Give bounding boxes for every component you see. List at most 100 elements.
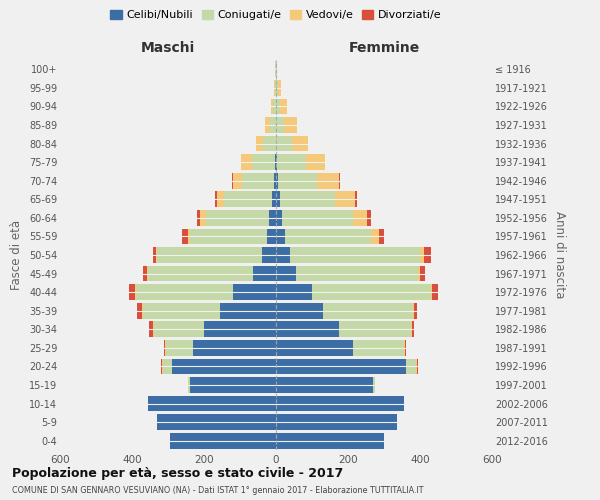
Bar	[148, 396, 276, 411]
Bar	[276, 210, 283, 226]
Bar	[156, 247, 157, 263]
Bar	[420, 247, 424, 263]
Bar	[278, 80, 281, 96]
Bar	[276, 98, 280, 114]
Bar	[232, 173, 233, 188]
Bar	[188, 377, 190, 393]
Bar	[355, 192, 357, 207]
Bar	[271, 98, 273, 114]
Bar	[170, 433, 276, 448]
Bar	[215, 192, 217, 207]
Bar	[274, 173, 276, 188]
Bar	[217, 192, 224, 207]
Bar	[148, 266, 253, 281]
Bar	[416, 358, 417, 374]
Bar	[276, 284, 312, 300]
Bar	[193, 340, 276, 356]
Bar	[149, 322, 153, 337]
Text: Popolazione per età, sesso e stato civile - 2017: Popolazione per età, sesso e stato civil…	[12, 468, 343, 480]
Bar	[274, 80, 275, 96]
Bar	[252, 154, 275, 170]
Bar	[182, 228, 188, 244]
Bar	[152, 247, 156, 263]
Bar	[276, 358, 406, 374]
Bar	[312, 284, 431, 300]
Bar	[153, 322, 154, 337]
Bar	[296, 266, 418, 281]
Bar	[276, 396, 404, 411]
Bar	[161, 358, 162, 374]
Bar	[224, 192, 272, 207]
Bar	[276, 377, 373, 393]
Y-axis label: Anni di nascita: Anni di nascita	[553, 212, 566, 298]
Bar	[206, 210, 269, 226]
Bar	[373, 377, 375, 393]
Bar	[154, 322, 204, 337]
Bar	[276, 266, 296, 281]
Bar	[276, 247, 290, 263]
Bar	[275, 62, 276, 77]
Bar	[188, 228, 190, 244]
Bar	[269, 117, 276, 133]
Bar	[367, 210, 371, 226]
Bar	[157, 247, 262, 263]
Bar	[143, 266, 148, 281]
Bar	[353, 210, 367, 226]
Bar	[276, 136, 292, 152]
Bar	[413, 303, 417, 318]
Bar	[190, 377, 276, 393]
Bar	[317, 173, 339, 188]
Bar	[262, 247, 276, 263]
Y-axis label: Fasce di età: Fasce di età	[10, 220, 23, 290]
Bar	[256, 136, 263, 152]
Bar	[276, 228, 285, 244]
Bar	[323, 303, 413, 318]
Bar	[353, 340, 404, 356]
Bar	[431, 284, 432, 300]
Bar	[276, 414, 397, 430]
Bar	[276, 433, 384, 448]
Bar	[276, 192, 280, 207]
Bar	[267, 228, 276, 244]
Bar	[142, 303, 143, 318]
Bar	[417, 358, 418, 374]
Bar	[276, 340, 353, 356]
Bar	[277, 154, 305, 170]
Bar	[335, 192, 355, 207]
Bar	[263, 136, 276, 152]
Bar	[283, 210, 353, 226]
Bar	[166, 340, 193, 356]
Bar	[163, 358, 172, 374]
Bar	[273, 98, 276, 114]
Bar	[197, 210, 200, 226]
Bar	[285, 228, 371, 244]
Bar	[220, 303, 276, 318]
Bar	[157, 414, 276, 430]
Legend: Celibi/Nubili, Coniugati/e, Vedovi/e, Divorziati/e: Celibi/Nubili, Coniugati/e, Vedovi/e, Di…	[106, 6, 446, 25]
Bar	[284, 117, 296, 133]
Bar	[339, 322, 411, 337]
Bar	[276, 62, 277, 77]
Bar	[371, 228, 379, 244]
Bar	[135, 284, 136, 300]
Bar	[276, 303, 323, 318]
Text: Maschi: Maschi	[141, 41, 195, 55]
Bar	[164, 340, 166, 356]
Bar	[339, 173, 340, 188]
Bar	[276, 117, 284, 133]
Bar	[269, 210, 276, 226]
Bar	[276, 322, 339, 337]
Bar	[432, 284, 439, 300]
Bar	[241, 154, 252, 170]
Bar	[200, 210, 206, 226]
Bar	[162, 358, 163, 374]
Bar	[404, 340, 406, 356]
Bar	[379, 228, 384, 244]
Bar	[275, 154, 276, 170]
Bar	[275, 80, 276, 96]
Bar	[265, 117, 269, 133]
Bar	[276, 80, 278, 96]
Bar	[290, 247, 420, 263]
Bar	[280, 192, 335, 207]
Bar	[242, 173, 274, 188]
